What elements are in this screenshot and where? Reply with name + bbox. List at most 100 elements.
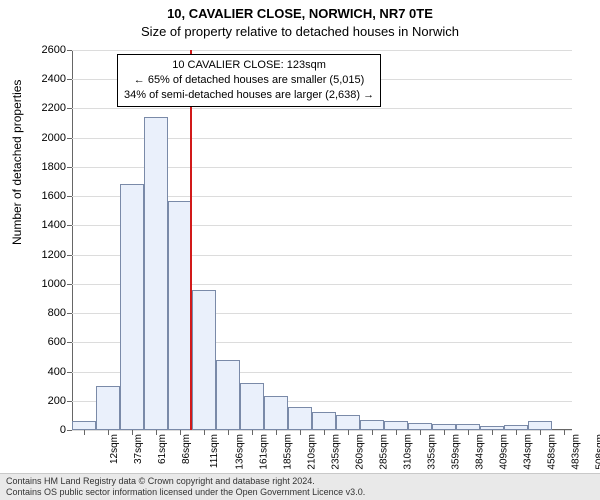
x-tick-mark: [420, 430, 421, 435]
x-tick-mark: [324, 430, 325, 435]
y-tick-label: 1400: [42, 219, 66, 231]
x-tick-mark: [228, 430, 229, 435]
x-tick-label: 434sqm: [522, 434, 533, 470]
x-tick-mark: [300, 430, 301, 435]
x-tick-label: 185sqm: [283, 434, 294, 470]
y-tick-mark: [67, 430, 72, 431]
y-tick-mark: [67, 108, 72, 109]
annotation-line2: ← 65% of detached houses are smaller (5,…: [124, 73, 374, 88]
histogram-bar: [384, 421, 408, 430]
x-tick-mark: [108, 430, 109, 435]
y-tick-label: 400: [48, 366, 66, 378]
x-tick-label: 310sqm: [402, 434, 413, 470]
x-tick-label: 61sqm: [157, 434, 168, 464]
page-root: 10, CAVALIER CLOSE, NORWICH, NR7 0TE Siz…: [0, 0, 600, 500]
y-tick-mark: [67, 342, 72, 343]
x-tick-mark: [132, 430, 133, 435]
x-tick-mark: [396, 430, 397, 435]
y-tick-label: 2400: [42, 73, 66, 85]
x-tick-mark: [276, 430, 277, 435]
y-tick-label: 1800: [42, 161, 66, 173]
x-tick-label: 235sqm: [331, 434, 342, 470]
grid-line: [72, 50, 572, 51]
histogram-bar: [408, 423, 432, 430]
x-tick-label: 483sqm: [570, 434, 581, 470]
x-tick-mark: [204, 430, 205, 435]
y-tick-label: 1000: [42, 278, 66, 290]
chart-title-line2: Size of property relative to detached ho…: [0, 24, 600, 39]
y-tick-label: 200: [48, 395, 66, 407]
histogram-bar: [192, 290, 216, 430]
y-axis-label: Number of detached properties: [10, 80, 24, 245]
x-tick-mark: [492, 430, 493, 435]
y-tick-label: 2000: [42, 132, 66, 144]
grid-line: [72, 108, 572, 109]
y-tick-mark: [67, 50, 72, 51]
x-tick-mark: [348, 430, 349, 435]
x-tick-mark: [180, 430, 181, 435]
x-tick-mark: [516, 430, 517, 435]
histogram-bar: [528, 421, 552, 430]
y-tick-label: 2600: [42, 44, 66, 56]
histogram-bar: [312, 412, 336, 430]
x-tick-label: 210sqm: [307, 434, 318, 470]
annotation-line3: 34% of semi-detached houses are larger (…: [124, 88, 374, 103]
y-tick-mark: [67, 255, 72, 256]
chart-title-line1: 10, CAVALIER CLOSE, NORWICH, NR7 0TE: [0, 6, 600, 21]
x-tick-mark: [156, 430, 157, 435]
y-tick-label: 1200: [42, 249, 66, 261]
y-tick-mark: [67, 196, 72, 197]
histogram-bar: [168, 201, 192, 430]
y-tick-mark: [67, 401, 72, 402]
histogram-bar: [288, 407, 312, 430]
y-tick-label: 2200: [42, 102, 66, 114]
footer-line1: Contains HM Land Registry data © Crown c…: [6, 476, 594, 487]
x-tick-label: 12sqm: [109, 434, 120, 464]
attribution-footer: Contains HM Land Registry data © Crown c…: [0, 473, 600, 500]
y-tick-mark: [67, 284, 72, 285]
x-tick-label: 161sqm: [259, 434, 270, 470]
x-tick-mark: [372, 430, 373, 435]
x-tick-label: 111sqm: [209, 434, 220, 468]
x-tick-label: 409sqm: [498, 434, 509, 470]
histogram-bar: [240, 383, 264, 430]
x-tick-label: 136sqm: [235, 434, 246, 470]
x-tick-mark: [252, 430, 253, 435]
x-tick-label: 37sqm: [133, 434, 144, 464]
y-tick-label: 600: [48, 336, 66, 348]
y-tick-label: 0: [60, 424, 66, 436]
y-tick-mark: [67, 79, 72, 80]
reference-line: [190, 50, 192, 430]
x-tick-label: 335sqm: [426, 434, 437, 470]
histogram-bar: [336, 415, 360, 430]
histogram-bar: [216, 360, 240, 430]
histogram-bar: [120, 184, 144, 430]
x-tick-label: 86sqm: [181, 434, 192, 464]
x-tick-label: 508sqm: [594, 434, 600, 470]
reference-annotation-box: 10 CAVALIER CLOSE: 123sqm ← 65% of detac…: [117, 54, 381, 107]
histogram-bar: [72, 421, 96, 430]
y-tick-label: 800: [48, 307, 66, 319]
x-tick-mark: [444, 430, 445, 435]
y-tick-mark: [67, 167, 72, 168]
x-tick-mark: [468, 430, 469, 435]
x-tick-label: 384sqm: [474, 434, 485, 470]
grid-line: [72, 430, 572, 431]
y-tick-label: 1600: [42, 190, 66, 202]
histogram-bar: [264, 396, 288, 430]
x-tick-label: 260sqm: [354, 434, 365, 470]
x-tick-mark: [540, 430, 541, 435]
x-tick-label: 458sqm: [546, 434, 557, 470]
x-tick-label: 285sqm: [378, 434, 389, 470]
x-tick-mark: [84, 430, 85, 435]
histogram-bar: [360, 420, 384, 430]
histogram-bar: [96, 386, 120, 430]
annotation-line1: 10 CAVALIER CLOSE: 123sqm: [124, 58, 374, 73]
y-tick-mark: [67, 372, 72, 373]
footer-line2: Contains OS public sector information li…: [6, 487, 594, 498]
y-tick-mark: [67, 313, 72, 314]
plot-area: 0200400600800100012001400160018002000220…: [72, 50, 572, 430]
x-tick-label: 359sqm: [450, 434, 461, 470]
y-tick-mark: [67, 138, 72, 139]
y-tick-mark: [67, 225, 72, 226]
